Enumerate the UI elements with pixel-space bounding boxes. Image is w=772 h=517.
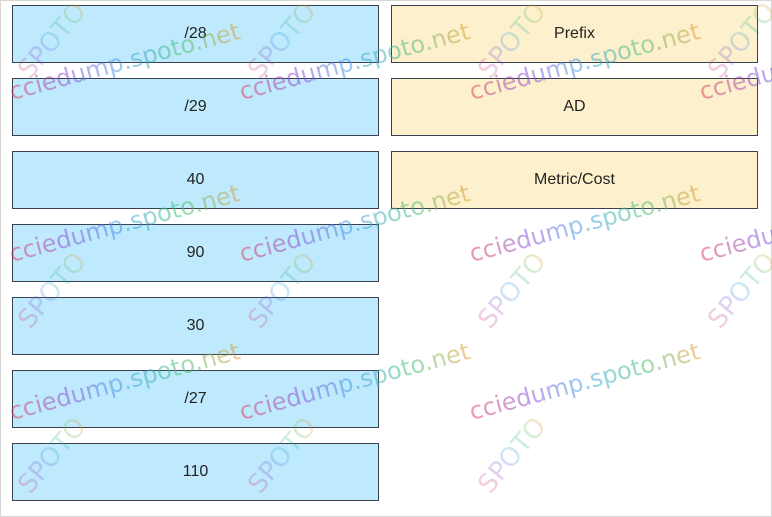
option-label: /28 [184,25,207,42]
option-tile[interactable]: /27 [12,370,379,428]
option-label: 90 [186,244,205,261]
option-tile[interactable]: /29 [12,78,379,136]
option-tile[interactable]: 110 [12,443,379,501]
option-tile[interactable]: /28 [12,5,379,63]
target-label: Metric/Cost [534,171,615,188]
option-label: /29 [184,98,207,115]
target-categories-column: Prefix AD Metric/Cost [391,5,758,224]
option-label: /27 [184,390,207,407]
option-tile[interactable]: 40 [12,151,379,209]
answer-options-column: /28 /29 40 90 30 /27 110 [12,5,379,516]
target-slot-prefix[interactable]: Prefix [391,5,758,63]
option-label: 30 [186,317,205,334]
option-tile[interactable]: 90 [12,224,379,282]
target-label: AD [563,98,586,115]
option-label: 110 [182,463,209,480]
target-slot-metric[interactable]: Metric/Cost [391,151,758,209]
target-label: Prefix [554,25,595,42]
option-tile[interactable]: 30 [12,297,379,355]
target-slot-ad[interactable]: AD [391,78,758,136]
option-label: 40 [186,171,205,188]
